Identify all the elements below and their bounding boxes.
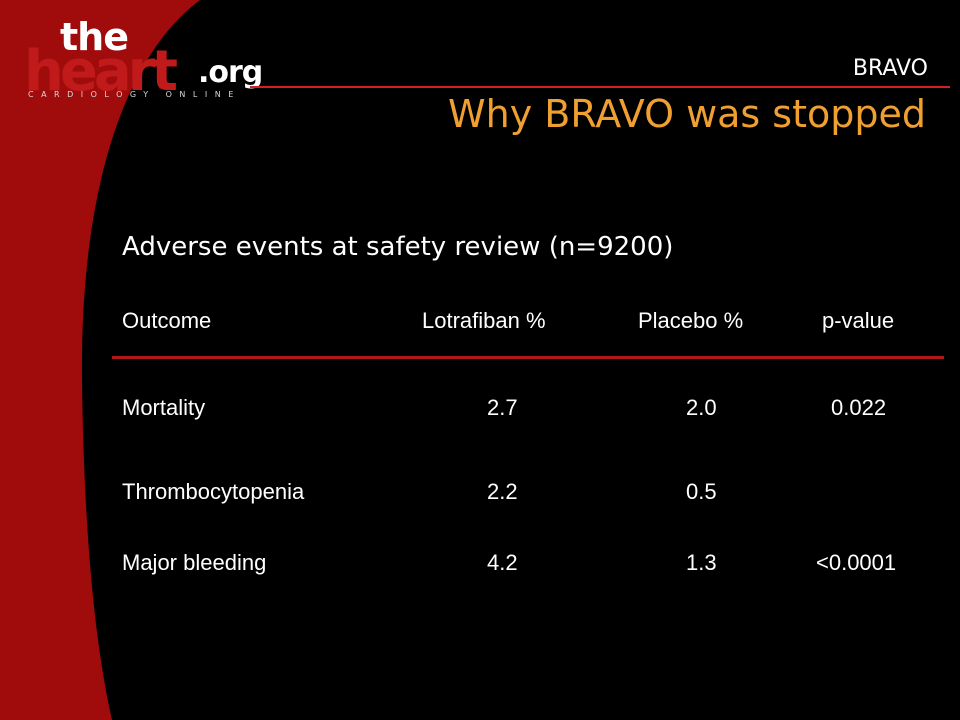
swoosh-shape <box>0 0 200 720</box>
cell-placebo: 2.0 <box>686 395 717 420</box>
column-header-p-value: p-value <box>822 308 895 333</box>
table-subtitle: Adverse events at safety review (n=9200) <box>122 232 674 262</box>
column-header-lotrafiban: Lotrafiban % <box>422 308 546 333</box>
cell-outcome: Mortality <box>122 395 206 420</box>
theheart-logo: the heart .org CARDIOLOGY ONLINE <box>22 14 263 104</box>
slide-title: Why BRAVO was stopped <box>448 92 926 136</box>
column-header-placebo: Placebo % <box>638 308 744 333</box>
logo-tagline: CARDIOLOGY ONLINE <box>28 90 241 99</box>
cell-outcome: Major bleeding <box>122 550 267 575</box>
trial-tag: BRAVO <box>852 56 928 81</box>
cell-lotrafiban: 4.2 <box>487 550 518 575</box>
logo-heart-text: heart <box>24 39 178 104</box>
cell-p-value: <0.0001 <box>816 550 897 575</box>
cell-lotrafiban: 2.7 <box>487 395 518 420</box>
cell-lotrafiban: 2.2 <box>487 479 518 504</box>
column-header-outcome: Outcome <box>122 308 212 333</box>
logo-org-text: .org <box>198 55 263 90</box>
cell-p-value: 0.022 <box>831 395 887 420</box>
table-header-rule <box>112 356 944 359</box>
header-rule <box>250 86 950 88</box>
cell-outcome: Thrombocytopenia <box>122 479 305 504</box>
cell-placebo: 0.5 <box>686 479 717 504</box>
logo-the-text: the <box>60 15 129 59</box>
cell-placebo: 1.3 <box>686 550 717 575</box>
